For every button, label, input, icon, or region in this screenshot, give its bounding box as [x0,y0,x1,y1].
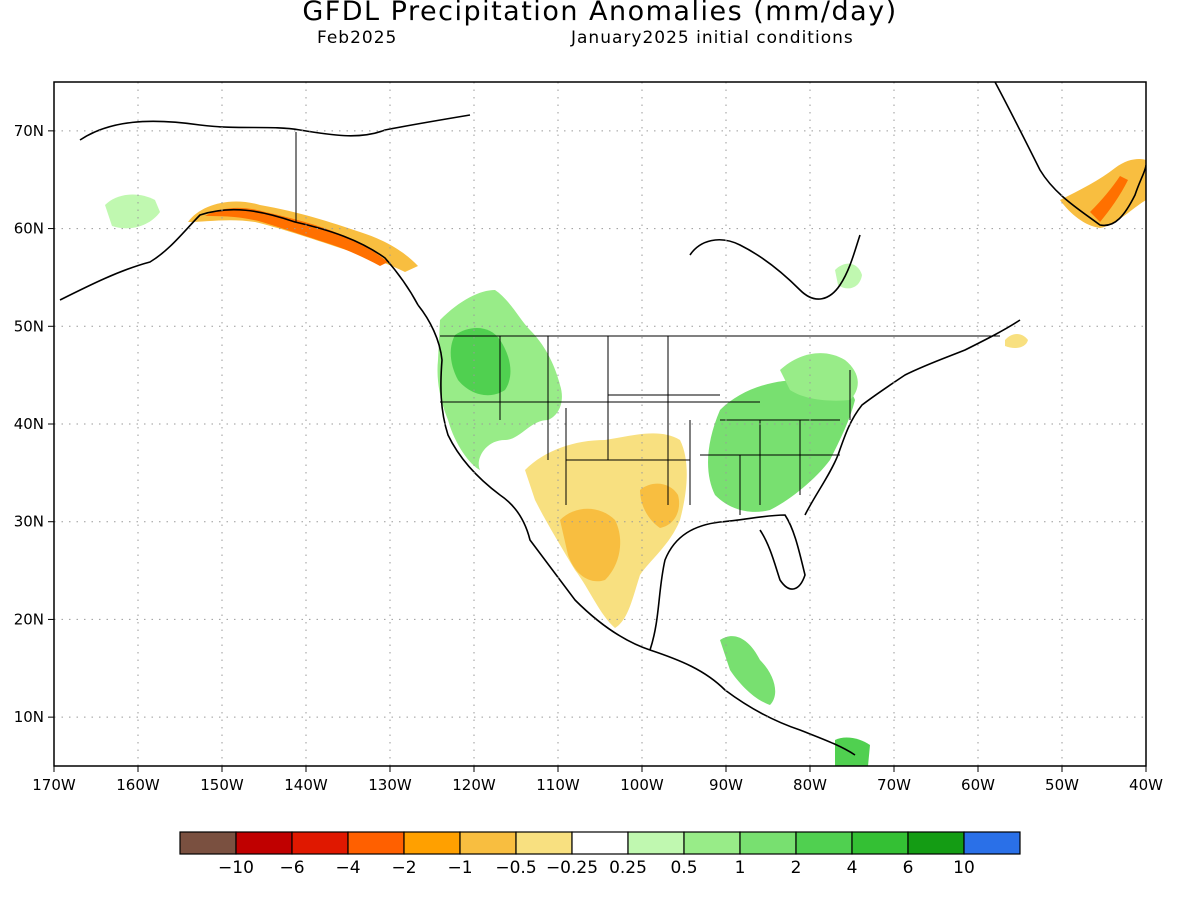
political-boundaries [295,132,1000,515]
latitude-label: 70N [14,122,44,140]
north-arctic-coastline [79,114,471,141]
colorbar-swatch [907,831,965,855]
greenland-coastline [994,82,1146,227]
colorbar-label: −0.5 [495,858,536,878]
southeast-wet-region [708,378,855,512]
colorbar-swatch [347,831,405,855]
colorbar-label: 1 [735,858,746,878]
colorbar-swatch [403,831,461,855]
alaska-very-dry-region [205,207,388,266]
anomaly-shading [105,158,1146,766]
colorbar: −10 −6 −4 −2 −1 −0.5 −0.25 0.25 0.5 1 2 4 6 10 [179,831,1021,878]
colorbar-label: −4 [335,858,360,878]
latitude-label: 30N [14,513,44,531]
colorbar-swatch [179,831,237,855]
latitude-label: 10N [14,708,44,726]
longitude-label: 170W [32,776,76,794]
colombia-wet-region [835,737,870,766]
graticule [54,82,1146,766]
colorbar-swatch [963,831,1021,855]
colorbar-swatch [291,831,349,855]
longitude-label: 160W [116,776,160,794]
colorbar-swatch [571,831,629,855]
colorbar-label: −10 [218,858,254,878]
northwest-strong-wet-region [450,328,511,396]
longitude-label: 150W [200,776,244,794]
map-frame [53,81,1147,767]
colorbar-label: −6 [279,858,304,878]
colorbar-swatch [627,831,685,855]
gulf-coastline [649,514,806,651]
alaska-wet-region [105,194,160,229]
colorbar-swatch [795,831,853,855]
longitude-label: 140W [284,776,328,794]
coastlines [59,82,1146,756]
west-coast-coastline [417,304,856,756]
colorbar-label: −2 [391,858,416,878]
longitude-label: 80W [793,776,827,794]
east-coast-coastline [804,319,1021,516]
longitude-label: 100W [620,776,664,794]
colorbar-swatch [851,831,909,855]
longitude-label: 70W [877,776,911,794]
newfoundland-dry-region [1005,334,1028,348]
longitude-axis: 170W 160W 150W 140W 130W 120W 110W 100W 90W 80W 70… [32,766,1163,794]
initial-conditions-label: January2025 initial conditions [571,28,854,48]
colorbar-swatch [515,831,573,855]
chart-title: GFDL Precipitation Anomalies (mm/day) [302,0,898,27]
colorbar-label: 6 [903,858,914,878]
longitude-label: 50W [1045,776,1079,794]
colorbar-swatch [459,831,517,855]
map-content [54,82,1146,766]
longitude-label: 110W [536,776,580,794]
colorbar-label: 0.5 [670,858,697,878]
latitude-label: 50N [14,317,44,335]
alaska-coastline [59,208,419,306]
latitude-axis: 10N 20N 30N 40N 50N 60N 70N [14,122,54,726]
colorbar-label: 2 [791,858,802,878]
longitude-label: 130W [368,776,412,794]
colorbar-label: −1 [447,858,472,878]
latitude-label: 40N [14,415,44,433]
colorbar-swatch [235,831,293,855]
longitude-label: 90W [709,776,743,794]
colorbar-swatch [739,831,797,855]
colorbar-swatch [683,831,741,855]
texas-dry-region [560,508,621,582]
longitude-label: 60W [961,776,995,794]
colorbar-label: −0.25 [546,858,598,878]
central-america-wet-region [720,636,776,705]
colorbar-label: 4 [847,858,858,878]
forecast-month: Feb2025 [317,28,398,48]
greenland-very-dry-region [1090,176,1128,222]
colorbar-label: 10 [953,858,975,878]
colorbar-label: 0.25 [609,858,647,878]
gulf-coast-dry-region [640,483,680,528]
longitude-label: 120W [452,776,496,794]
hudson-bay-coastline [689,234,861,300]
great-lakes-wet-region [780,353,858,401]
longitude-label: 40W [1129,776,1163,794]
latitude-label: 20N [14,610,44,628]
latitude-label: 60N [14,220,44,238]
